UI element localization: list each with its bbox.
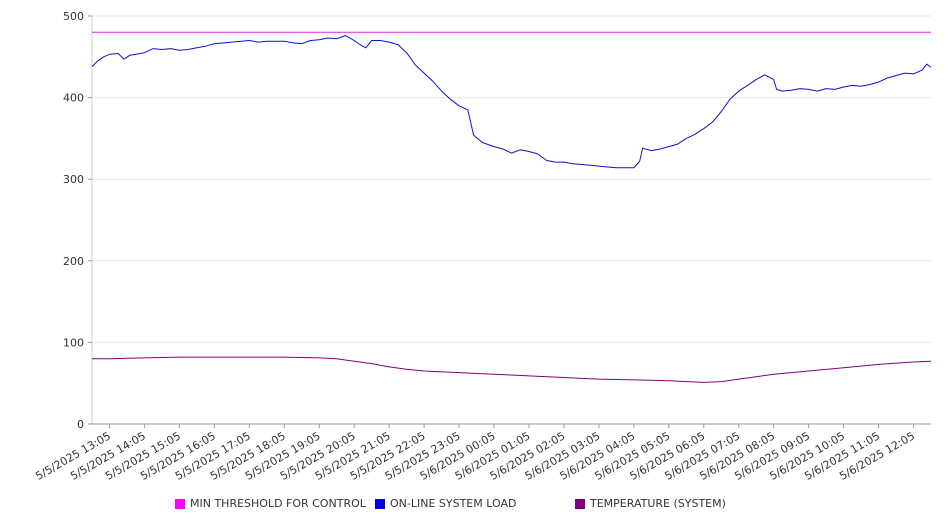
- legend-swatch-temperature: [575, 498, 585, 509]
- legend-swatch-system-load: [375, 498, 385, 509]
- legend-swatch-min-threshold: [175, 498, 185, 509]
- legend-item-system-load[interactable]: ON-LINE SYSTEM LOAD: [375, 497, 516, 510]
- y-tick-label-400: 400: [63, 92, 84, 105]
- y-axis-ticks: 0 100 200 300 400 500: [63, 10, 92, 431]
- y-tick-label-100: 100: [63, 336, 84, 349]
- series-line-system-load: [91, 35, 932, 169]
- legend: MIN THRESHOLD FOR CONTROL ON-LINE SYSTEM…: [0, 497, 946, 515]
- legend-label-system-load: ON-LINE SYSTEM LOAD: [390, 497, 517, 510]
- y-tick-label-0: 0: [77, 418, 84, 431]
- legend-item-temperature[interactable]: TEMPERATURE (SYSTEM): [575, 497, 726, 510]
- y-tick-label-500: 500: [63, 10, 84, 23]
- y-tick-label-300: 300: [63, 173, 84, 186]
- series-line-temperature: [92, 356, 932, 383]
- legend-item-min-threshold[interactable]: MIN THRESHOLD FOR CONTROL: [175, 497, 366, 510]
- x-axis-ticks: 5/5/2025 13:055/5/2025 14:055/5/2025 15:…: [33, 424, 917, 483]
- legend-label-temperature: TEMPERATURE (SYSTEM): [590, 497, 726, 510]
- gridlines: [92, 15, 931, 425]
- legend-label-min-threshold: MIN THRESHOLD FOR CONTROL: [190, 497, 366, 510]
- y-tick-label-200: 200: [63, 255, 84, 268]
- series-lines: [91, 31, 932, 383]
- axes: [91, 16, 931, 425]
